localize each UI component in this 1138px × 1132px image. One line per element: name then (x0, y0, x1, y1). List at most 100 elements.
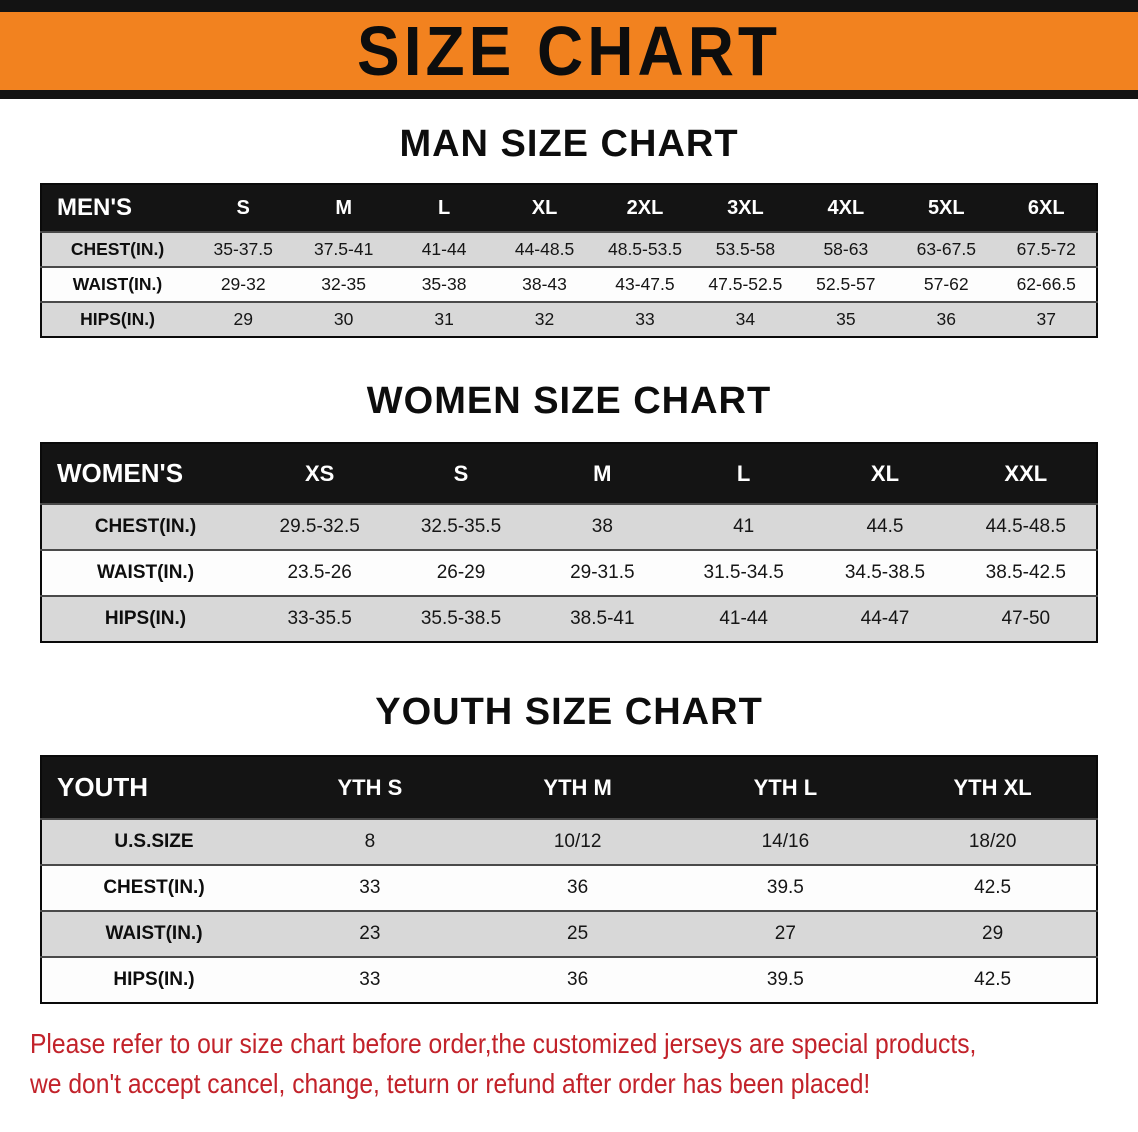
measurement-value-cell: 33-35.5 (249, 595, 391, 642)
measurement-value-cell: 32 (494, 301, 595, 337)
measurement-value-cell: 38-43 (494, 266, 595, 302)
measurement-value-cell: 35-37.5 (193, 231, 294, 267)
banner-title: SIZE CHART (357, 12, 781, 90)
size-header-cell: 3XL (695, 184, 796, 232)
measurement-value-cell: 44-48.5 (494, 231, 595, 267)
measurement-value-cell: 36 (896, 301, 997, 337)
table-title-cell: MEN'S (41, 184, 193, 232)
youth-size-table: YOUTH YTH S YTH M YTH L YTH XL U.S.SIZE 8 10/12… (40, 755, 1098, 1004)
measurement-value-cell: 25 (473, 910, 682, 957)
disclaimer-line-1: Please refer to our size chart before or… (30, 1028, 977, 1059)
table-row: CHEST(IN.) 35-37.5 37.5-41 41-44 44-48.5 48.5… (41, 231, 1097, 267)
size-header-cell: M (531, 443, 673, 504)
table-row: HIPS(IN.) 29 30 31 32 33 34 35 36 37 (41, 301, 1097, 337)
size-header-cell: M (293, 184, 394, 232)
measurement-value-cell: 27 (681, 910, 890, 957)
size-header-cell: 6XL (996, 184, 1097, 232)
measurement-value-cell: 47.5-52.5 (695, 266, 796, 302)
measurement-value-cell: 34.5-38.5 (814, 549, 956, 596)
measurement-value-cell: 37 (996, 301, 1097, 337)
row-label-cell: CHEST(IN.) (41, 231, 193, 267)
table-title-cell: YOUTH (41, 756, 266, 819)
table-row: HIPS(IN.) 33-35.5 35.5-38.5 38.5-41 41-44 44-… (41, 595, 1097, 642)
table-title-cell: WOMEN'S (41, 443, 249, 504)
row-label-cell: WAIST(IN.) (41, 549, 249, 596)
measurement-value-cell: 58-63 (795, 231, 897, 267)
measurement-value-cell: 8 (266, 818, 474, 865)
row-label-cell: CHEST(IN.) (41, 864, 266, 911)
measurement-value-cell: 48.5-53.5 (594, 231, 696, 267)
measurement-value-cell: 41-44 (672, 595, 815, 642)
size-header-cell: XL (814, 443, 956, 504)
table-row: CHEST(IN.) 33 36 39.5 42.5 (41, 864, 1097, 911)
youth-size-section: YOUTH SIZE CHART YOUTH YTH S YTH M YTH L YTH… (0, 643, 1138, 1004)
measurement-value-cell: 52.5-57 (795, 266, 897, 302)
row-label-cell: WAIST(IN.) (41, 910, 266, 957)
measurement-value-cell: 39.5 (681, 956, 890, 1003)
size-header-cell: L (393, 184, 495, 232)
size-header-cell: YTH S (266, 756, 474, 819)
measurement-value-cell: 33 (266, 864, 474, 911)
women-size-table: WOMEN'S XS S M L XL XXL CHEST(IN.) 29.5-32.5 32.5… (40, 442, 1098, 643)
table-row: WAIST(IN.) 29-32 32-35 35-38 38-43 43-47.5 47.… (41, 266, 1097, 302)
measurement-value-cell: 35-38 (393, 266, 495, 302)
measurement-value-cell: 32.5-35.5 (390, 503, 532, 550)
measurement-value-cell: 63-67.5 (896, 231, 997, 267)
row-label-cell: CHEST(IN.) (41, 503, 249, 550)
banner: SIZE CHART (0, 0, 1138, 99)
youth-section-heading: YOUTH SIZE CHART (375, 691, 763, 733)
women-section-heading: WOMEN SIZE CHART (366, 380, 772, 422)
size-header-cell: YTH L (681, 756, 890, 819)
table-row: U.S.SIZE 8 10/12 14/16 18/20 (41, 818, 1097, 865)
table-row: WAIST(IN.) 23 25 27 29 (41, 910, 1097, 957)
size-chart-page: SIZE CHART MAN SIZE CHART MEN'S S M L XL 2XL 3… (0, 0, 1138, 1100)
measurement-value-cell: 35 (795, 301, 897, 337)
measurement-value-cell: 33 (594, 301, 696, 337)
measurement-value-cell: 67.5-72 (996, 231, 1097, 267)
men-section-heading: MAN SIZE CHART (399, 123, 739, 165)
size-header-cell: YTH M (473, 756, 682, 819)
size-header-cell: XXL (955, 443, 1097, 504)
measurement-value-cell: 43-47.5 (594, 266, 696, 302)
size-header-cell: 5XL (896, 184, 997, 232)
table-header-row: MEN'S S M L XL 2XL 3XL 4XL 5XL 6XL (41, 184, 1097, 232)
size-header-cell: S (193, 184, 294, 232)
measurement-value-cell: 42.5 (889, 956, 1097, 1003)
measurement-value-cell: 44-47 (814, 595, 956, 642)
measurement-value-cell: 33 (266, 956, 474, 1003)
measurement-value-cell: 23 (266, 910, 474, 957)
measurement-value-cell: 29 (193, 301, 294, 337)
measurement-value-cell: 39.5 (681, 864, 890, 911)
size-header-cell: 2XL (594, 184, 696, 232)
row-label-cell: U.S.SIZE (41, 818, 266, 865)
measurement-value-cell: 35.5-38.5 (390, 595, 532, 642)
measurement-value-cell: 62-66.5 (996, 266, 1097, 302)
measurement-value-cell: 47-50 (955, 595, 1097, 642)
row-label-cell: HIPS(IN.) (41, 595, 249, 642)
measurement-value-cell: 30 (293, 301, 394, 337)
measurement-value-cell: 57-62 (896, 266, 997, 302)
measurement-value-cell: 53.5-58 (695, 231, 796, 267)
measurement-value-cell: 42.5 (889, 864, 1097, 911)
measurement-value-cell: 31 (393, 301, 495, 337)
table-row: CHEST(IN.) 29.5-32.5 32.5-35.5 38 41 44.5 44.5… (41, 503, 1097, 550)
measurement-value-cell: 18/20 (889, 818, 1097, 865)
men-size-section: MAN SIZE CHART MEN'S S M L XL 2XL 3XL 4XL 5XL 6XL… (0, 99, 1138, 338)
measurement-value-cell: 38 (531, 503, 673, 550)
measurement-value-cell: 34 (695, 301, 796, 337)
size-header-cell: L (672, 443, 815, 504)
measurement-value-cell: 10/12 (473, 818, 682, 865)
disclaimer: Please refer to our size chart before or… (0, 1004, 1138, 1100)
measurement-value-cell: 38.5-41 (531, 595, 673, 642)
measurement-value-cell: 23.5-26 (249, 549, 391, 596)
table-header-row: YOUTH YTH S YTH M YTH L YTH XL (41, 756, 1097, 819)
measurement-value-cell: 38.5-42.5 (955, 549, 1097, 596)
measurement-value-cell: 44.5 (814, 503, 956, 550)
measurement-value-cell: 37.5-41 (293, 231, 394, 267)
measurement-value-cell: 29-32 (193, 266, 294, 302)
row-label-cell: HIPS(IN.) (41, 301, 193, 337)
table-row: HIPS(IN.) 33 36 39.5 42.5 (41, 956, 1097, 1003)
disclaimer-line-2: we don't accept cancel, change, teturn o… (30, 1068, 871, 1100)
measurement-value-cell: 14/16 (681, 818, 890, 865)
measurement-value-cell: 26-29 (390, 549, 532, 596)
